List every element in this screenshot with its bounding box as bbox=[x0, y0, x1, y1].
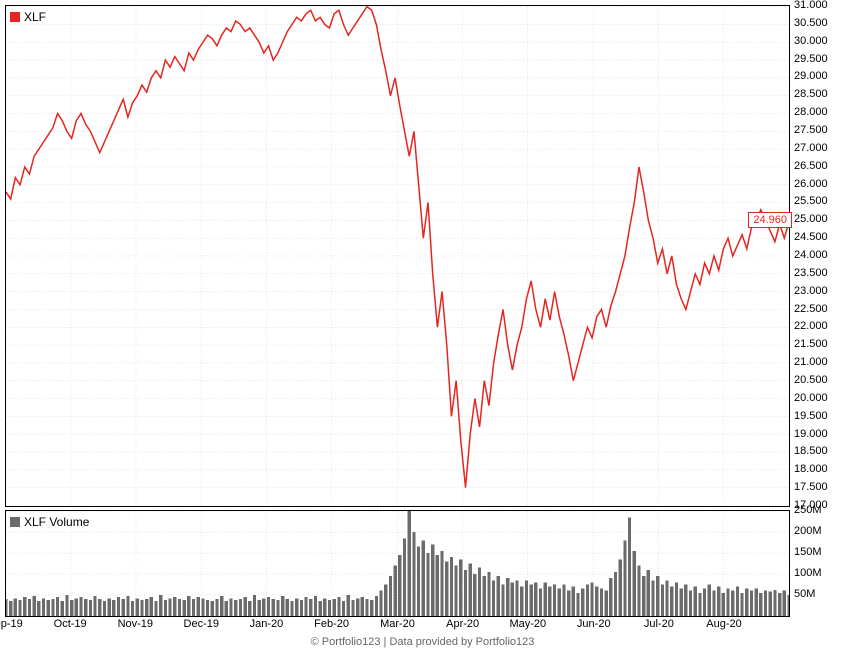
y-tick-label: 22.500 bbox=[794, 303, 828, 315]
y-tick-label: 19.000 bbox=[794, 428, 828, 440]
x-tick-label: Jan-20 bbox=[250, 618, 284, 630]
x-tick-label: Aug-20 bbox=[706, 618, 741, 630]
y-tick-label: 26.000 bbox=[794, 178, 828, 190]
x-axis-labels: Sep-19Oct-19Nov-19Dec-19Jan-20Feb-20Mar-… bbox=[5, 618, 790, 634]
vol-y-tick-label: 50M bbox=[794, 588, 815, 600]
volume-legend: XLF Volume bbox=[10, 515, 89, 529]
volume-swatch-icon bbox=[10, 517, 20, 527]
y-tick-label: 22.000 bbox=[794, 320, 828, 332]
y-tick-label: 18.500 bbox=[794, 445, 828, 457]
price-chart-panel: XLF bbox=[5, 5, 790, 507]
attribution-text: © Portfolio123 | Data provided by Portfo… bbox=[311, 636, 535, 648]
x-tick-label: Mar-20 bbox=[380, 618, 415, 630]
y-tick-label: 23.000 bbox=[794, 285, 828, 297]
x-tick-label: Oct-19 bbox=[54, 618, 87, 630]
volume-legend-label: XLF Volume bbox=[24, 515, 89, 529]
y-tick-label: 25.000 bbox=[794, 213, 828, 225]
y-tick-label: 27.500 bbox=[794, 124, 828, 136]
stock-chart-container: XLF 31.000 30.500 30.000 29.500 29.000 28.500… bbox=[0, 0, 845, 650]
price-legend: XLF bbox=[10, 10, 46, 24]
y-tick-label: 21.500 bbox=[794, 338, 828, 350]
y-tick-label: 21.000 bbox=[794, 356, 828, 368]
y-tick-label: 29.000 bbox=[794, 70, 828, 82]
y-tick-label: 19.500 bbox=[794, 410, 828, 422]
volume-chart-svg bbox=[6, 511, 789, 616]
y-tick-label: 30.000 bbox=[794, 35, 828, 47]
legend-swatch bbox=[10, 12, 20, 22]
x-tick-label: Dec-19 bbox=[184, 618, 219, 630]
y-tick-label: 30.500 bbox=[794, 17, 828, 29]
volume-y-axis: 250M200M150M100M50M bbox=[792, 510, 840, 615]
vol-y-tick-label: 250M bbox=[794, 504, 822, 516]
current-price-badge: 24.960 bbox=[748, 212, 792, 228]
legend-label: XLF bbox=[24, 10, 46, 24]
y-tick-label: 20.500 bbox=[794, 374, 828, 386]
y-tick-label: 24.000 bbox=[794, 249, 828, 261]
y-tick-label: 28.000 bbox=[794, 106, 828, 118]
vol-y-tick-label: 100M bbox=[794, 567, 822, 579]
y-tick-label: 25.500 bbox=[794, 195, 828, 207]
x-tick-label: Feb-20 bbox=[314, 618, 349, 630]
y-tick-label: 29.500 bbox=[794, 53, 828, 65]
x-tick-label: Nov-19 bbox=[118, 618, 153, 630]
volume-chart-panel: XLF Volume bbox=[5, 510, 790, 617]
y-tick-label: 18.000 bbox=[794, 463, 828, 475]
x-tick-label: Apr-20 bbox=[446, 618, 479, 630]
price-y-axis: 31.00030.50030.00029.50029.00028.50028.0… bbox=[792, 5, 840, 505]
current-price-value: 24.960 bbox=[753, 214, 787, 226]
y-tick-label: 23.500 bbox=[794, 267, 828, 279]
chart-attribution: © Portfolio123 | Data provided by Portfo… bbox=[0, 636, 845, 648]
y-tick-label: 26.500 bbox=[794, 160, 828, 172]
vol-y-tick-label: 200M bbox=[794, 525, 822, 537]
y-tick-label: 27.000 bbox=[794, 142, 828, 154]
y-tick-label: 20.000 bbox=[794, 392, 828, 404]
y-tick-label: 17.500 bbox=[794, 481, 828, 493]
y-tick-label: 24.500 bbox=[794, 231, 828, 243]
x-tick-label: Jun-20 bbox=[577, 618, 611, 630]
price-chart-svg bbox=[6, 6, 789, 506]
y-tick-label: 31.000 bbox=[794, 0, 828, 11]
y-tick-label: 28.500 bbox=[794, 88, 828, 100]
x-tick-label: Sep-19 bbox=[0, 618, 23, 630]
x-tick-label: Jul-20 bbox=[644, 618, 674, 630]
x-tick-label: May-20 bbox=[509, 618, 546, 630]
vol-y-tick-label: 150M bbox=[794, 546, 822, 558]
